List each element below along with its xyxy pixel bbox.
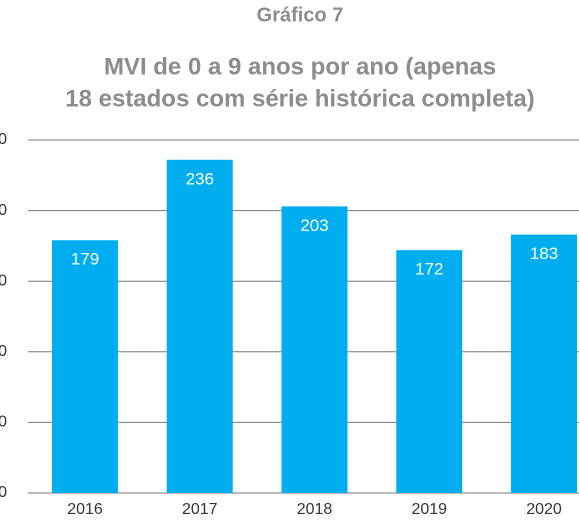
y-tick-label: 200 <box>0 202 7 219</box>
y-tick-label: 0 <box>0 484 7 501</box>
x-tick-label: 2017 <box>182 501 218 518</box>
y-tick-label: 50 <box>0 414 7 431</box>
bar <box>52 240 118 493</box>
value-label: 172 <box>415 260 443 279</box>
chart-title: 18 estados com série histórica completa) <box>65 85 535 112</box>
x-tick-label: 2019 <box>411 501 447 518</box>
bar <box>281 206 348 493</box>
bar <box>511 234 577 493</box>
x-tick-label: 2016 <box>67 501 103 518</box>
value-label: 183 <box>530 244 558 263</box>
bar <box>166 159 233 493</box>
chart-title: MVI de 0 a 9 anos por ano (apenas <box>104 53 496 80</box>
bar <box>396 250 463 493</box>
x-tick-label: 2020 <box>526 501 562 518</box>
value-label: 203 <box>300 216 328 235</box>
x-tick-label: 2018 <box>297 501 333 518</box>
y-tick-label: 100 <box>0 343 7 360</box>
value-label: 179 <box>71 250 99 269</box>
y-tick-label: 250 <box>0 131 7 148</box>
chart-label: Gráfico 7 <box>257 4 344 26</box>
value-label: 236 <box>186 169 214 188</box>
y-tick-label: 150 <box>0 272 7 289</box>
